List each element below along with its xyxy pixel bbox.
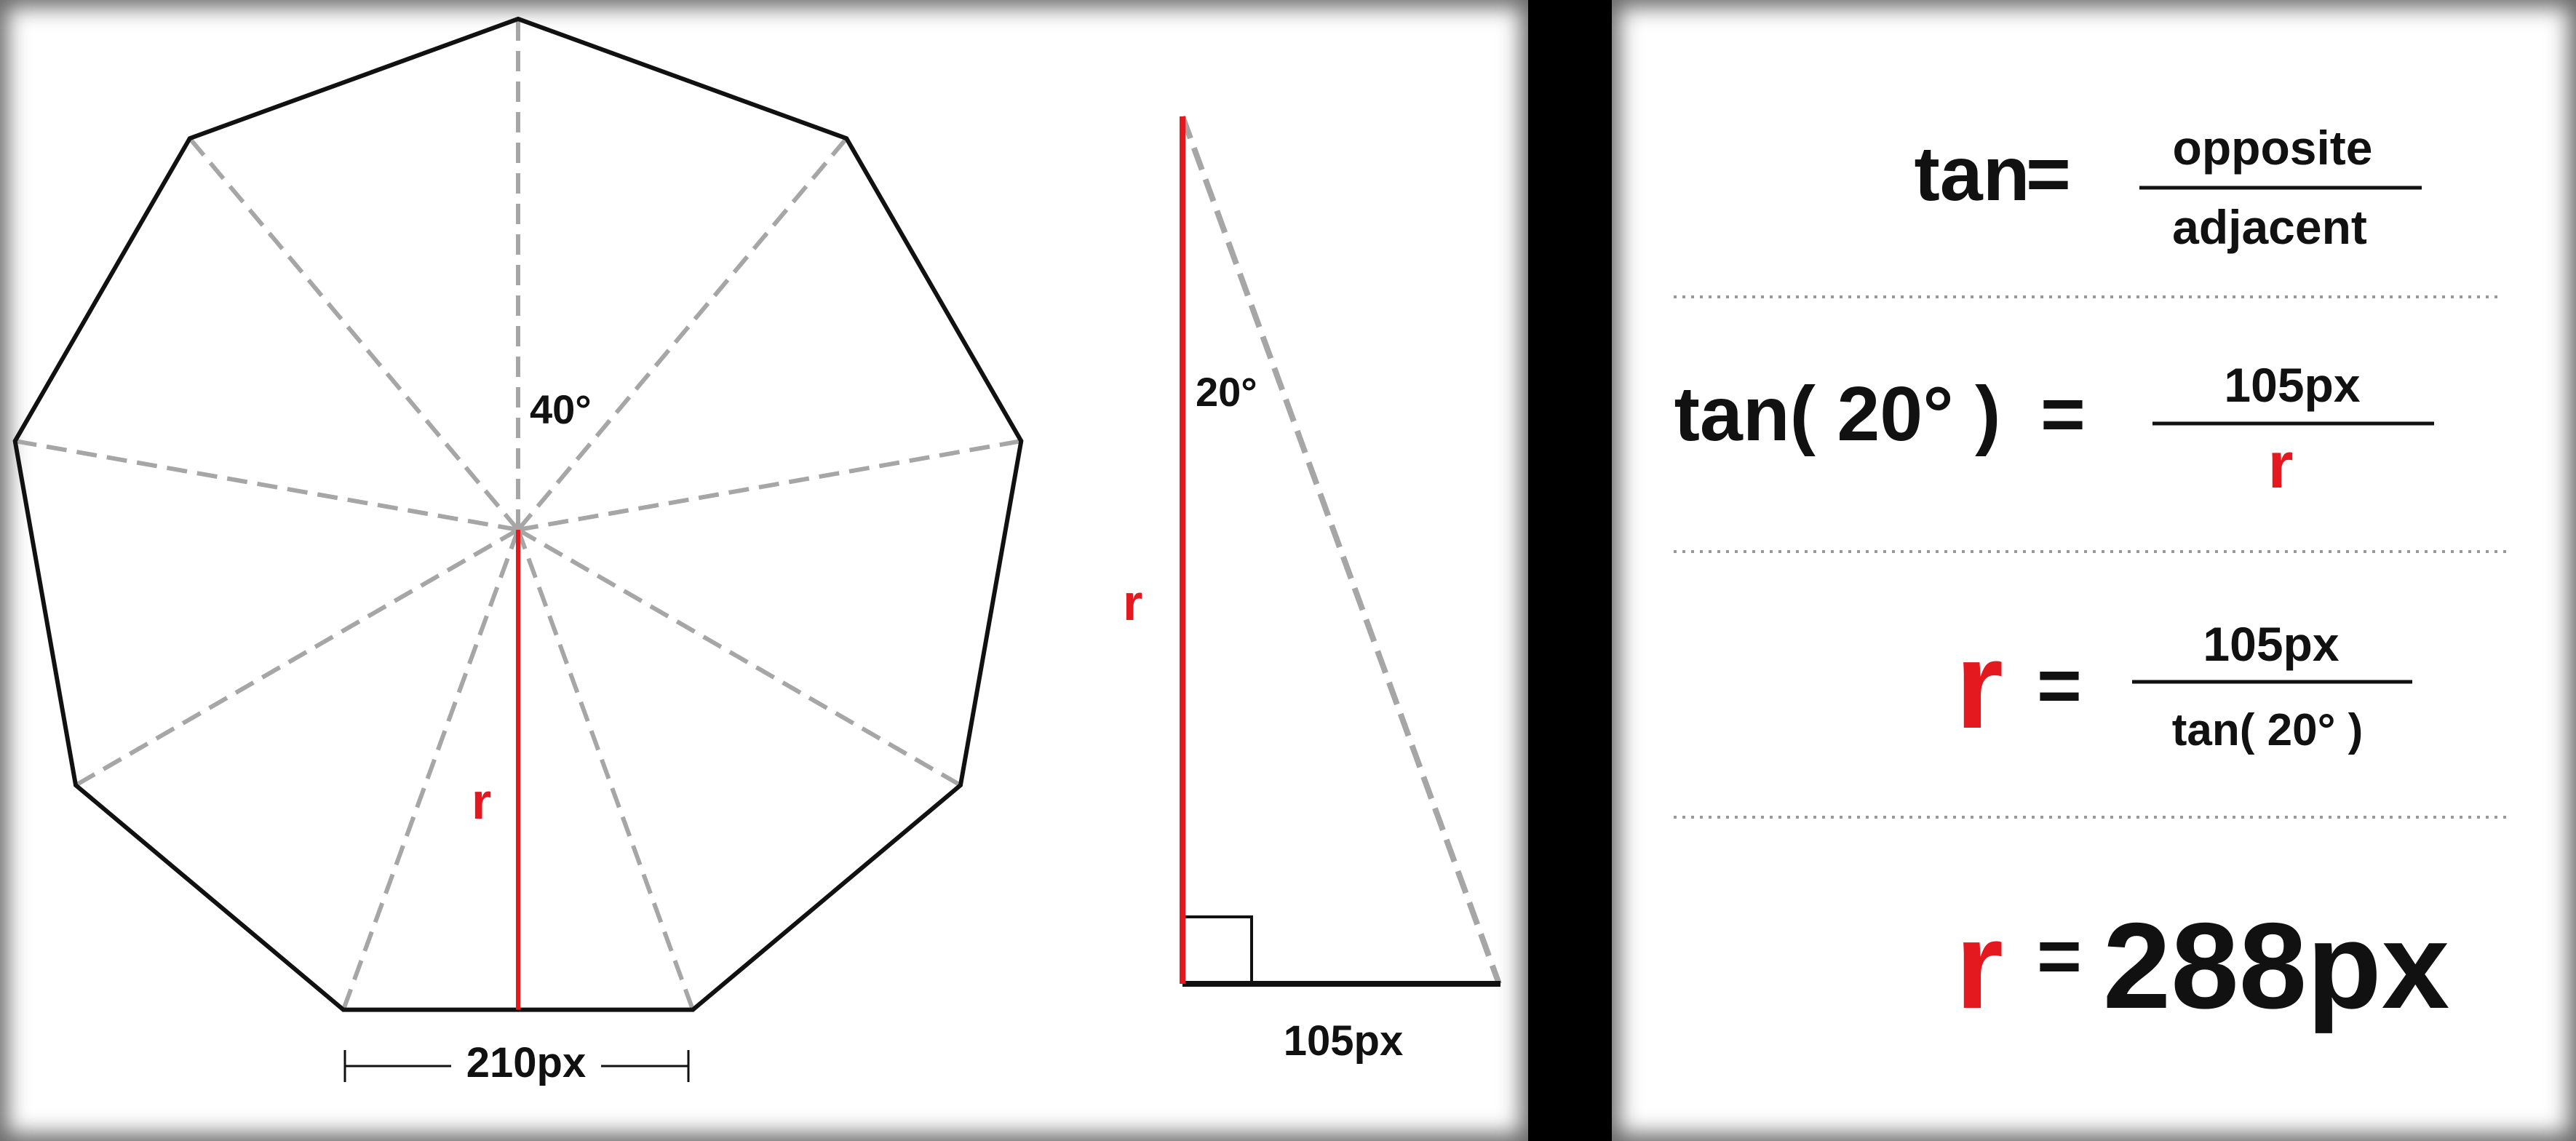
equation-3: r = 105px tan( 20° )	[1955, 616, 2412, 755]
spoke-line	[517, 439, 1022, 532]
eq3-numerator: 105px	[2203, 617, 2339, 671]
eq2-numerator: 105px	[2224, 358, 2360, 412]
eq3-lhs: r	[1955, 616, 2003, 755]
spoke-line	[15, 439, 519, 532]
geometry-svg: 40° r 210px 20° r 105px	[12, 16, 1502, 1086]
eq1-denominator: adjacent	[2172, 200, 2367, 254]
triangle-hypotenuse	[1180, 115, 1502, 985]
equation-2: tan( 20° ) = 105px r	[1674, 358, 2434, 502]
right-angle-marker	[1185, 915, 1253, 981]
eq1-lhs: tan	[1915, 131, 2030, 217]
eq3-equals: =	[2037, 643, 2082, 728]
spoke-line	[516, 528, 695, 1011]
spoke-line	[517, 528, 962, 787]
nonagon-spokes	[15, 19, 1022, 1011]
spoke-line	[74, 528, 520, 787]
triangle-base-label: 105px	[1284, 1017, 1403, 1065]
triangle-angle-label: 20°	[1196, 369, 1257, 415]
side-dimension	[343, 1050, 690, 1082]
eq1-numerator: opposite	[2173, 121, 2373, 175]
spoke-line	[341, 528, 520, 1011]
equation-1: tan = opposite adjacent	[1915, 121, 2422, 254]
eq2-equals: =	[2040, 371, 2086, 457]
eq2-lhs: tan( 20° )	[1674, 371, 2001, 457]
spoke-line	[188, 137, 520, 531]
center-angle-label: 40°	[530, 386, 592, 432]
eq3-denominator: tan( 20° )	[2172, 705, 2364, 755]
eq4-equals: =	[2037, 913, 2082, 999]
eq2-denominator: r	[2267, 429, 2293, 502]
triangle-radius-label: r	[1123, 574, 1142, 631]
right-panel	[1612, 0, 2576, 1141]
side-length-label: 210px	[466, 1039, 586, 1086]
polygon-radius-label: r	[472, 773, 491, 830]
eq4-lhs: r	[1955, 896, 2003, 1035]
equation-4: r = 288px	[1955, 896, 2449, 1035]
spoke-line	[516, 137, 848, 531]
eq4-result: 288px	[2103, 897, 2449, 1034]
eq1-equals: =	[2026, 131, 2071, 217]
